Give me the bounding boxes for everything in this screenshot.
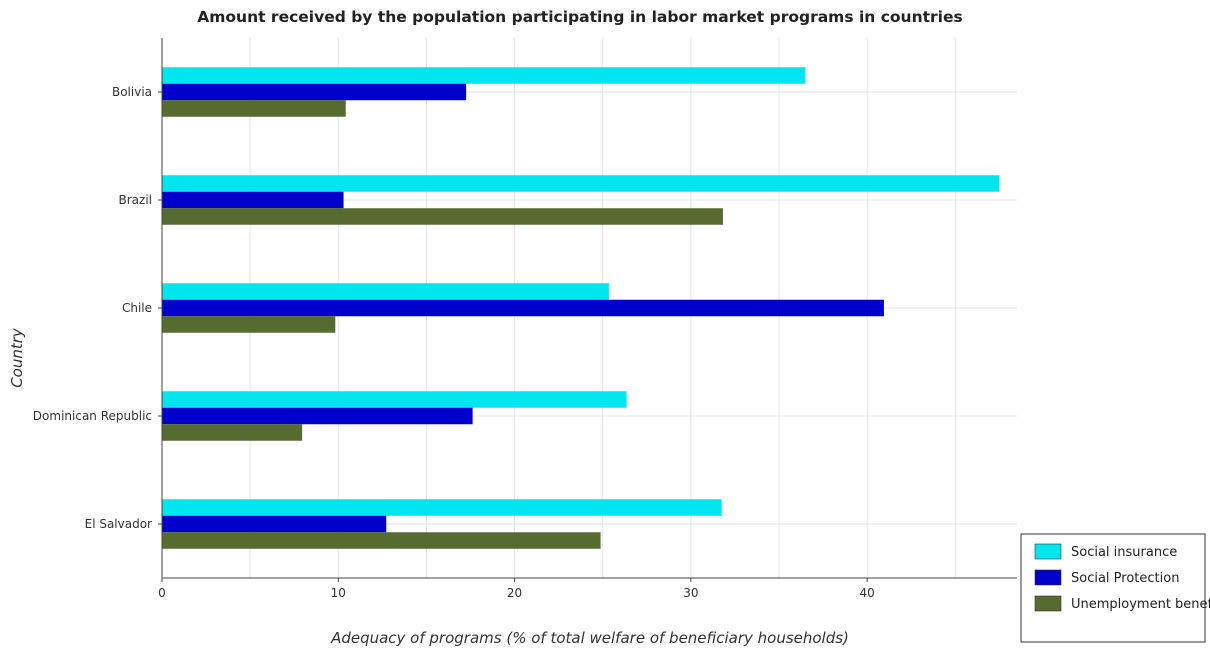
x-axis-title: Adequacy of programs (% of total welfare… xyxy=(330,629,849,647)
chart-title: Amount received by the population partic… xyxy=(197,8,963,26)
x-tick-label: 20 xyxy=(507,586,522,600)
bar-social-insurance xyxy=(162,391,627,408)
x-tick-label: 30 xyxy=(683,586,698,600)
bar-social-insurance xyxy=(162,283,609,300)
legend-swatch xyxy=(1034,569,1062,586)
x-tick-label: 0 xyxy=(158,586,166,600)
y-tick-label: Bolivia xyxy=(112,85,152,99)
axes: 0 10 20 30 40 Bolivia Brazil Chile Dominican Rep… xyxy=(33,38,1017,600)
bar-unemployment-benefits xyxy=(162,532,601,549)
y-axis-title: Country xyxy=(8,327,26,388)
legend: Social insurance Social Protection Unemplo… xyxy=(1020,533,1210,643)
bar-social-insurance xyxy=(162,67,806,84)
bar-social-protection xyxy=(162,83,467,101)
bar-social-protection xyxy=(162,515,387,533)
legend-label: Social Protection xyxy=(1071,571,1179,586)
legend-label: Social insurance xyxy=(1071,545,1177,560)
bar-unemployment-benefits xyxy=(162,424,303,441)
bars xyxy=(162,67,1000,549)
bar-social-protection xyxy=(162,191,344,209)
x-tick-label: 40 xyxy=(860,586,875,600)
bar-social-protection xyxy=(162,407,473,425)
y-tick-label: Dominican Republic xyxy=(33,409,152,423)
x-tick-label: 10 xyxy=(331,586,346,600)
y-tick-label: Chile xyxy=(122,301,152,315)
legend-swatch xyxy=(1034,595,1062,612)
y-tick-label: El Salvador xyxy=(85,517,152,531)
bar-social-insurance xyxy=(162,499,722,516)
bar-unemployment-benefits xyxy=(162,100,346,117)
legend-label: Unemployment benefits xyxy=(1071,597,1210,612)
y-tick-label: Brazil xyxy=(119,193,153,207)
bar-social-protection xyxy=(162,299,884,317)
legend-swatch xyxy=(1034,543,1062,560)
bar-unemployment-benefits xyxy=(162,316,336,333)
bar-social-insurance xyxy=(162,175,1000,192)
bar-unemployment-benefits xyxy=(162,208,723,225)
